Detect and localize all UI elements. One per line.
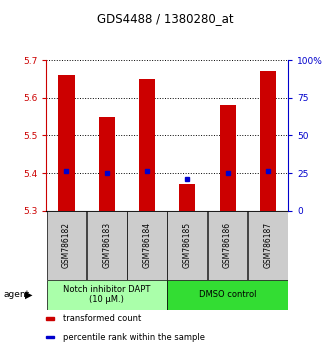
Bar <box>248 211 288 280</box>
Bar <box>87 211 127 280</box>
Text: GSM786184: GSM786184 <box>143 222 152 268</box>
Text: GSM786182: GSM786182 <box>62 222 71 268</box>
Bar <box>46 318 54 320</box>
Text: GSM786187: GSM786187 <box>263 222 272 268</box>
Bar <box>47 280 167 310</box>
Bar <box>208 211 248 280</box>
Bar <box>167 211 207 280</box>
Text: GSM786183: GSM786183 <box>102 222 111 268</box>
Bar <box>260 72 276 211</box>
Text: ▶: ▶ <box>25 290 32 300</box>
Text: agent: agent <box>3 290 29 299</box>
Text: DMSO control: DMSO control <box>199 290 256 299</box>
Text: GSM786186: GSM786186 <box>223 222 232 268</box>
Text: transformed count: transformed count <box>63 314 142 323</box>
Bar <box>179 184 195 211</box>
Bar <box>139 79 155 211</box>
Bar <box>127 211 167 280</box>
Text: percentile rank within the sample: percentile rank within the sample <box>63 332 205 342</box>
Bar <box>219 105 236 211</box>
Bar <box>99 116 115 211</box>
Bar <box>46 336 54 338</box>
Text: Notch inhibitor DAPT
(10 μM.): Notch inhibitor DAPT (10 μM.) <box>63 285 150 304</box>
Bar <box>47 211 86 280</box>
Text: GSM786185: GSM786185 <box>183 222 192 268</box>
Bar <box>58 75 74 211</box>
Text: GDS4488 / 1380280_at: GDS4488 / 1380280_at <box>97 12 234 25</box>
Bar <box>167 280 288 310</box>
